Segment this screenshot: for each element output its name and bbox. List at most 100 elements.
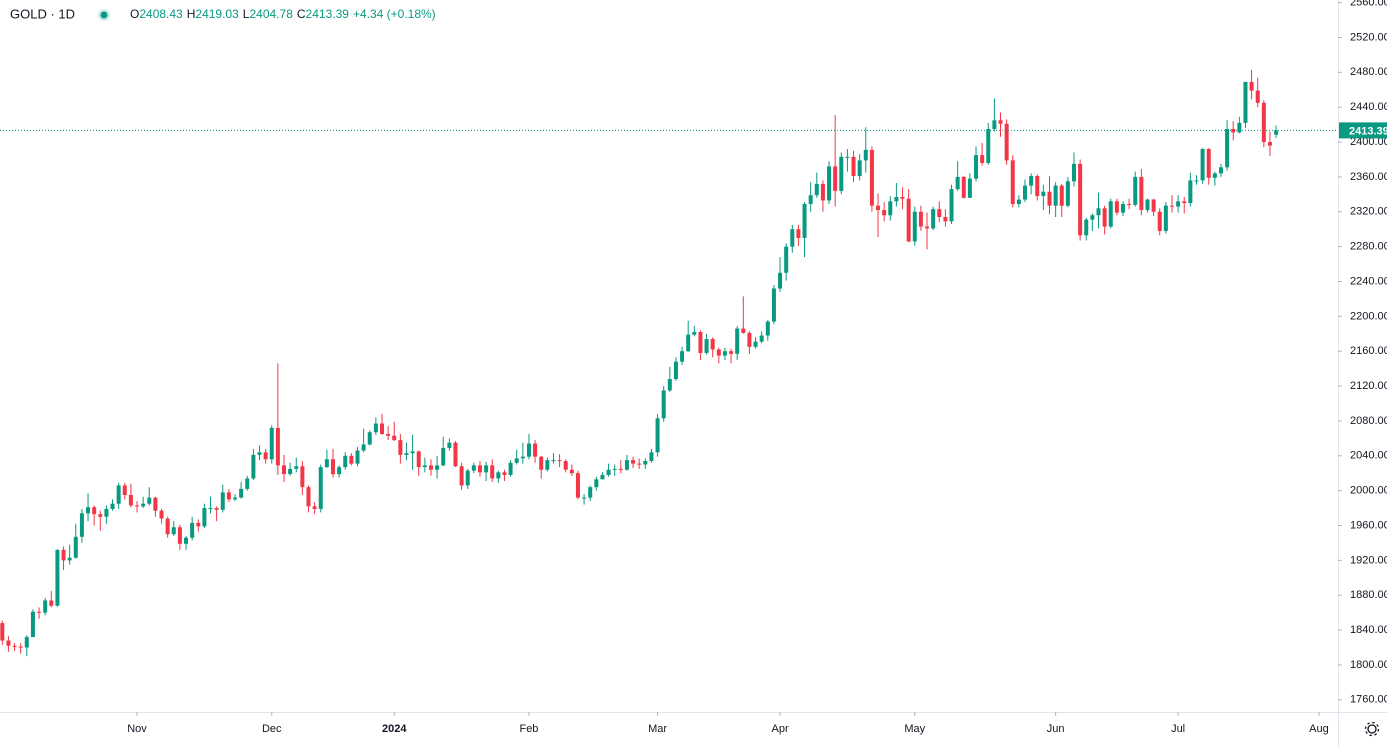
candle-body (110, 503, 115, 509)
candle-body (612, 468, 617, 470)
candle-body (1182, 201, 1187, 204)
candle-body (1078, 163, 1083, 236)
candle-body (1010, 160, 1015, 204)
candle-body (496, 472, 501, 479)
candle-body (980, 155, 985, 163)
candle-body (477, 465, 482, 473)
y-tick-label: 2480.00 (1350, 66, 1387, 78)
y-tick-label: 2560.00 (1350, 0, 1387, 9)
candle-body (269, 427, 274, 460)
candle-body (410, 451, 415, 454)
candle-body (190, 522, 195, 538)
candle-body (263, 452, 268, 460)
candle-body (545, 460, 550, 470)
candle-body (710, 339, 715, 350)
candle-body (275, 427, 280, 466)
candle-body (392, 435, 397, 441)
candle-body (667, 379, 672, 391)
candle-body (1206, 149, 1211, 178)
y-tick-label: 2120.00 (1350, 380, 1387, 392)
candle-body (6, 640, 11, 646)
candle-body (165, 518, 170, 535)
last-price-label: 2413.39 (1349, 125, 1387, 137)
candle-body (361, 444, 366, 451)
candle-body (1047, 191, 1052, 206)
candle-body (949, 189, 954, 222)
candle-body (1023, 185, 1028, 200)
candle-body (288, 468, 293, 475)
y-tick-label: 2040.00 (1350, 450, 1387, 462)
y-tick-label: 2160.00 (1350, 345, 1387, 357)
candle-body (631, 460, 636, 464)
candle-body (404, 453, 409, 455)
candle-body (575, 473, 580, 498)
candle-body (833, 166, 838, 191)
candle-body (514, 458, 519, 463)
candle-body (1176, 201, 1181, 207)
candle-body (1157, 211, 1162, 231)
y-tick-label: 2080.00 (1350, 415, 1387, 427)
candle-body (24, 637, 29, 648)
candle-body (918, 211, 923, 227)
candle-body (282, 465, 287, 475)
legend-field-label: L (243, 7, 250, 21)
candle-body (649, 452, 654, 462)
candle-body (790, 229, 795, 247)
x-tick-label: Dec (262, 723, 282, 735)
candle-body (441, 447, 446, 466)
y-tick-label: 2000.00 (1350, 485, 1387, 497)
candle-body (306, 487, 311, 507)
candle-body (67, 557, 72, 561)
candle-body (422, 465, 427, 468)
symbol-title[interactable]: GOLD · 1D (10, 6, 75, 21)
settings-icon[interactable] (1364, 721, 1380, 737)
y-tick-label: 2520.00 (1350, 31, 1387, 43)
candle-body (814, 183, 819, 196)
candle-body (294, 466, 299, 469)
candle-body (624, 460, 629, 470)
y-tick-label: 2200.00 (1350, 310, 1387, 322)
candle-body (569, 469, 574, 474)
candle-body (386, 433, 391, 436)
candle-body (992, 120, 997, 129)
candle-body (0, 623, 5, 641)
candle-body (55, 549, 60, 606)
candle-body (135, 505, 140, 507)
legend-change: +4.34 (+0.18%) (353, 7, 436, 21)
candle-body (1084, 219, 1089, 236)
candle-body (257, 452, 262, 455)
candle-body (1188, 180, 1193, 204)
candle-body (680, 351, 685, 362)
candle-body (520, 456, 525, 459)
candle-body (453, 442, 458, 467)
candle-body (318, 467, 323, 509)
y-tick-label: 1760.00 (1350, 694, 1387, 706)
candle-body (1267, 142, 1272, 146)
candle-body (1151, 199, 1156, 212)
candle-body (747, 332, 752, 347)
candle-body (931, 209, 936, 229)
candle-body (974, 155, 979, 179)
candle-body (18, 646, 23, 648)
candle-body (459, 466, 464, 486)
candle-body (337, 467, 342, 475)
candle-body (1072, 163, 1076, 182)
y-tick-label: 2280.00 (1350, 241, 1387, 253)
candle-body (1102, 208, 1107, 227)
candle-body (778, 272, 783, 289)
candle-body (428, 465, 433, 470)
candle-body (1145, 199, 1150, 211)
candle-body (1114, 201, 1119, 213)
candle-body (147, 497, 152, 504)
candle-body (1120, 203, 1125, 213)
candle-body (379, 423, 384, 434)
candle-body (692, 332, 697, 335)
candle-body (1200, 149, 1205, 181)
candle-body (98, 514, 103, 517)
candle-body (141, 503, 146, 507)
status-dot (100, 11, 108, 19)
legend-field-value: 2404.78 (249, 7, 293, 21)
candle-body (490, 465, 495, 479)
candle-body (128, 495, 133, 506)
candle-body (1133, 176, 1138, 205)
